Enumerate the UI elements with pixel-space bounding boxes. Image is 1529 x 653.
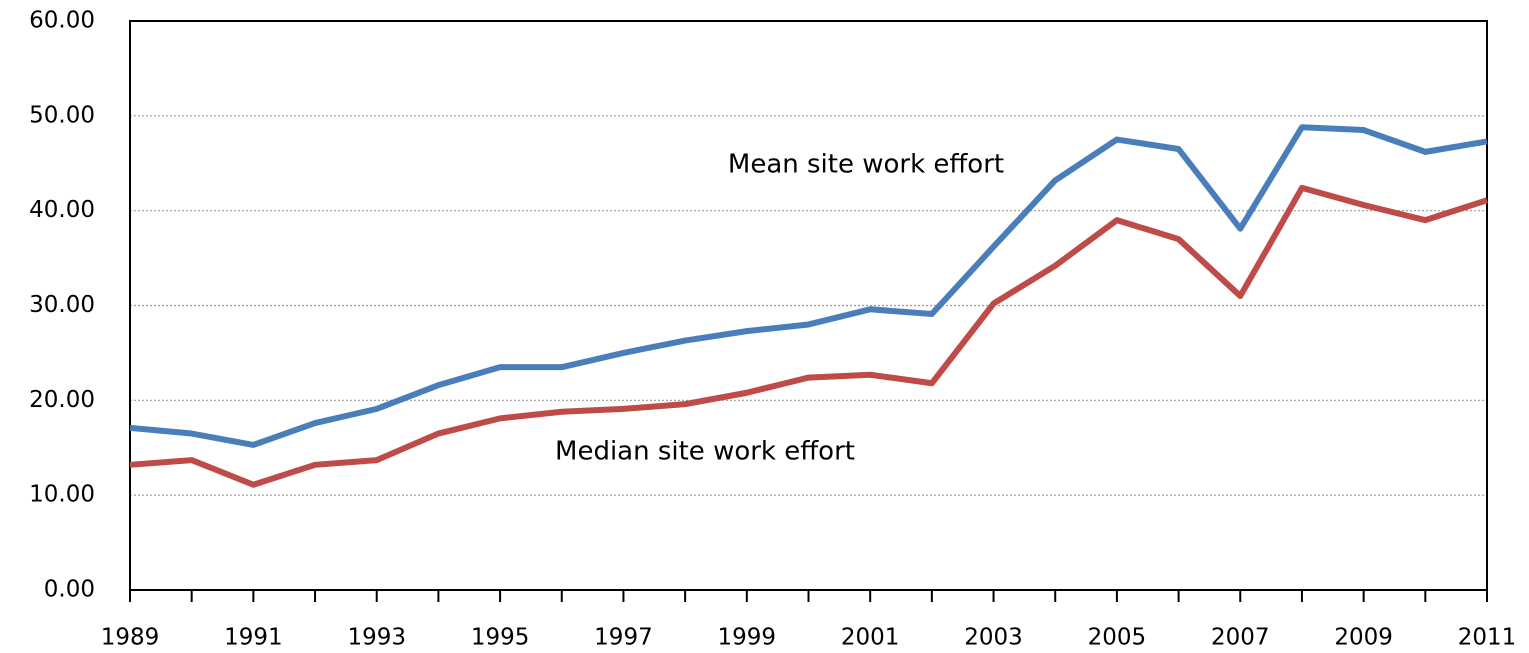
x-tick-label: 1991 (224, 625, 283, 651)
x-tick-label: 2011 (1458, 625, 1517, 651)
x-tick-label: 1989 (101, 625, 160, 651)
x-tick-label: 2003 (964, 625, 1023, 651)
x-tick-label: 1995 (471, 625, 530, 651)
y-tick-label: 50.00 (29, 102, 95, 128)
x-tick-label: 1999 (718, 625, 777, 651)
y-tick-label: 60.00 (29, 8, 95, 34)
x-tick-label: 2005 (1088, 625, 1147, 651)
y-tick-label: 20.00 (29, 387, 95, 413)
x-tick-label: 2007 (1211, 625, 1270, 651)
series-annotation: Mean site work effort (728, 150, 1004, 180)
x-tick-label: 2009 (1334, 625, 1393, 651)
x-tick-label: 2001 (841, 625, 900, 651)
x-tick-label: 1993 (347, 625, 406, 651)
series-line (129, 124, 1488, 448)
series-annotation: Median site work effort (555, 437, 855, 467)
y-tick-label: 0.00 (44, 577, 95, 603)
y-tick-label: 10.00 (29, 482, 95, 508)
x-tick-label: 1997 (594, 625, 653, 651)
series-line (129, 184, 1488, 488)
y-tick-label: 40.00 (29, 197, 95, 223)
y-tick-label: 30.00 (29, 292, 95, 318)
